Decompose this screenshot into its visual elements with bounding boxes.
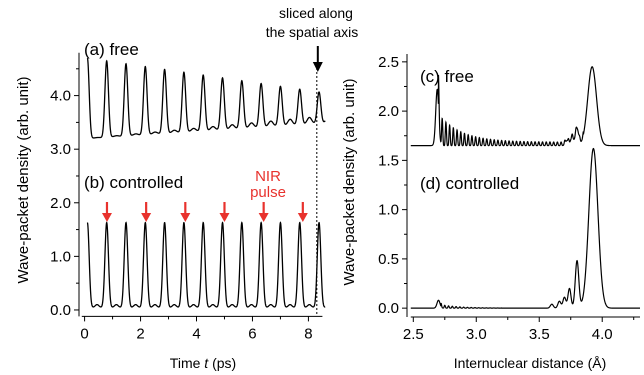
x-unit: (ps) — [212, 355, 236, 371]
slice-arrow — [312, 46, 323, 72]
left-x-ticks: 0 2 4 6 8 — [80, 316, 313, 342]
right-x-axis-label: Internuclear distance (Å) — [454, 355, 607, 371]
series-a-free-line — [86, 57, 326, 139]
left-x-axis-label: Time t (ps) — [170, 355, 236, 371]
right-y-tick-label: 2.0 — [378, 103, 399, 120]
left-x-tick-label: 2 — [136, 325, 144, 342]
right-y-ticks: 0.0 0.5 1.0 1.5 2.0 2.5 — [378, 54, 407, 317]
x-quantity: Time — [170, 355, 201, 371]
left-y-tick-label: 0.0 — [50, 302, 71, 319]
series-b-label: (b) controlled — [84, 173, 183, 192]
right-y-tick-label: 2.5 — [378, 54, 399, 71]
right-x-ticks: 2.5 3.0 3.5 4.0 — [403, 317, 635, 343]
pulse-label-nir: NIR — [255, 168, 281, 185]
series-c-label: (c) free — [420, 67, 474, 86]
pulse-arrow-head — [180, 213, 191, 222]
right-y-axis-label: Wave-packet density (arb. unit) — [341, 78, 358, 285]
pulse-arrow-head — [101, 213, 112, 222]
right-x-tick-label: 4.0 — [592, 326, 613, 343]
series-a-label: (a) free — [84, 40, 139, 59]
left-x-tick-label: 8 — [304, 325, 312, 342]
right-x-tick-label: 3.0 — [466, 326, 487, 343]
slice-arrow-head — [312, 62, 323, 72]
left-y-tick-label: 3.0 — [50, 141, 71, 158]
slice-label-line2: the spatial axis — [266, 24, 359, 40]
pulse-arrow-head — [219, 213, 230, 222]
left-y-axis-label: Wave-packet density (arb. unit) — [15, 76, 32, 283]
left-x-tick-label: 0 — [80, 325, 88, 342]
pulse-arrow-head — [258, 213, 269, 222]
right-x-tick-label: 3.5 — [529, 326, 550, 343]
left-y-tick-label: 4.0 — [50, 88, 71, 105]
pulse-label-pulse: pulse — [250, 184, 286, 201]
pulse-arrow-head — [141, 213, 152, 222]
left-x-tick-label: 6 — [248, 325, 256, 342]
right-y-tick-label: 1.5 — [378, 152, 399, 169]
series-c-free-line — [410, 66, 640, 147]
left-x-tick-label: 4 — [192, 325, 200, 342]
left-y-tick-label: 1.0 — [50, 248, 71, 265]
left-y-ticks: 0.0 1.0 2.0 3.0 4.0 — [50, 68, 79, 319]
right-y-tick-label: 0.0 — [378, 300, 399, 317]
right-y-tick-label: 1.0 — [378, 202, 399, 219]
right-panel: 0.0 0.5 1.0 1.5 2.0 2.5 2.5 3.0 3.5 4.0 (c) free… — [341, 54, 640, 371]
series-d-controlled-line — [410, 147, 640, 309]
pulse-arrow-head — [297, 213, 308, 222]
left-plot-area — [86, 57, 326, 317]
x-symbol: t — [204, 355, 209, 371]
right-y-tick-label: 0.5 — [378, 251, 399, 268]
series-b-controlled-line — [86, 221, 326, 308]
pulse-arrows — [101, 202, 308, 222]
left-y-tick-label: 2.0 — [50, 195, 71, 212]
right-x-tick-label: 2.5 — [403, 326, 424, 343]
slice-label-line1: sliced along — [279, 5, 353, 21]
series-d-label: (d) controlled — [420, 174, 519, 193]
left-panel: 0.0 1.0 2.0 3.0 4.0 0 2 4 6 8 (a) free (b) contr… — [15, 5, 358, 371]
